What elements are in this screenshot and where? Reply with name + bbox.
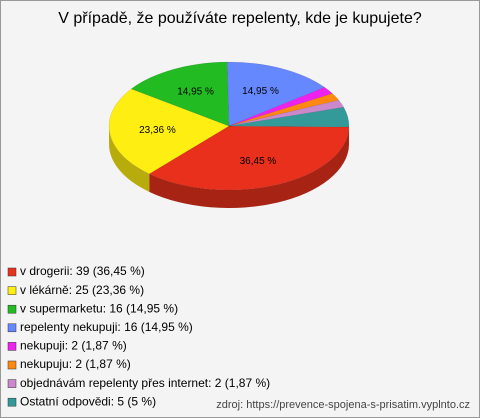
legend-label: v lékárně: 25 (23,36 %) — [20, 283, 144, 297]
slice-side — [109, 126, 150, 192]
legend-label: repelenty nekupuji: 16 (14,95 %) — [20, 320, 193, 334]
slice — [108, 88, 230, 175]
legend-swatch — [7, 267, 17, 277]
legend-swatch — [7, 342, 17, 351]
slice — [148, 125, 350, 191]
legend-swatch — [7, 304, 17, 314]
slice — [226, 61, 326, 127]
legend-swatch — [7, 323, 17, 333]
slice-label: 36,45 % — [240, 156, 277, 167]
legend-swatch — [7, 286, 17, 295]
legend-swatch — [7, 379, 17, 388]
legend-label: nekupuju: 2 (1,87 %) — [20, 357, 131, 371]
legend-label: v supermarketu: 16 (14,95 %) — [20, 301, 178, 315]
slice-label: 23,36 % — [139, 125, 176, 136]
slice-label: 14,95 % — [177, 87, 214, 98]
legend-swatch — [7, 360, 17, 370]
slice-side — [149, 126, 349, 208]
legend-label: v drogerii: 39 (36,45 %) — [20, 264, 145, 278]
slice — [228, 93, 340, 127]
chart-title: V případě, že používáte repelenty, kde j… — [58, 10, 422, 27]
slice — [228, 87, 333, 127]
slice — [228, 106, 350, 128]
slice — [228, 99, 345, 127]
source-note: zdroj: https://prevence-spojena-s-prisat… — [216, 399, 470, 411]
legend-swatch — [7, 397, 17, 407]
legend-label: nekupuji: 2 (1,87 %) — [20, 339, 127, 353]
legend-label: Ostatní odpovědi: 5 (5 %) — [20, 394, 156, 408]
legend-label: objednávám repelenty přes internet: 2 (1… — [20, 376, 270, 390]
slice — [130, 61, 230, 127]
slice-label: 14,95 % — [242, 86, 279, 97]
